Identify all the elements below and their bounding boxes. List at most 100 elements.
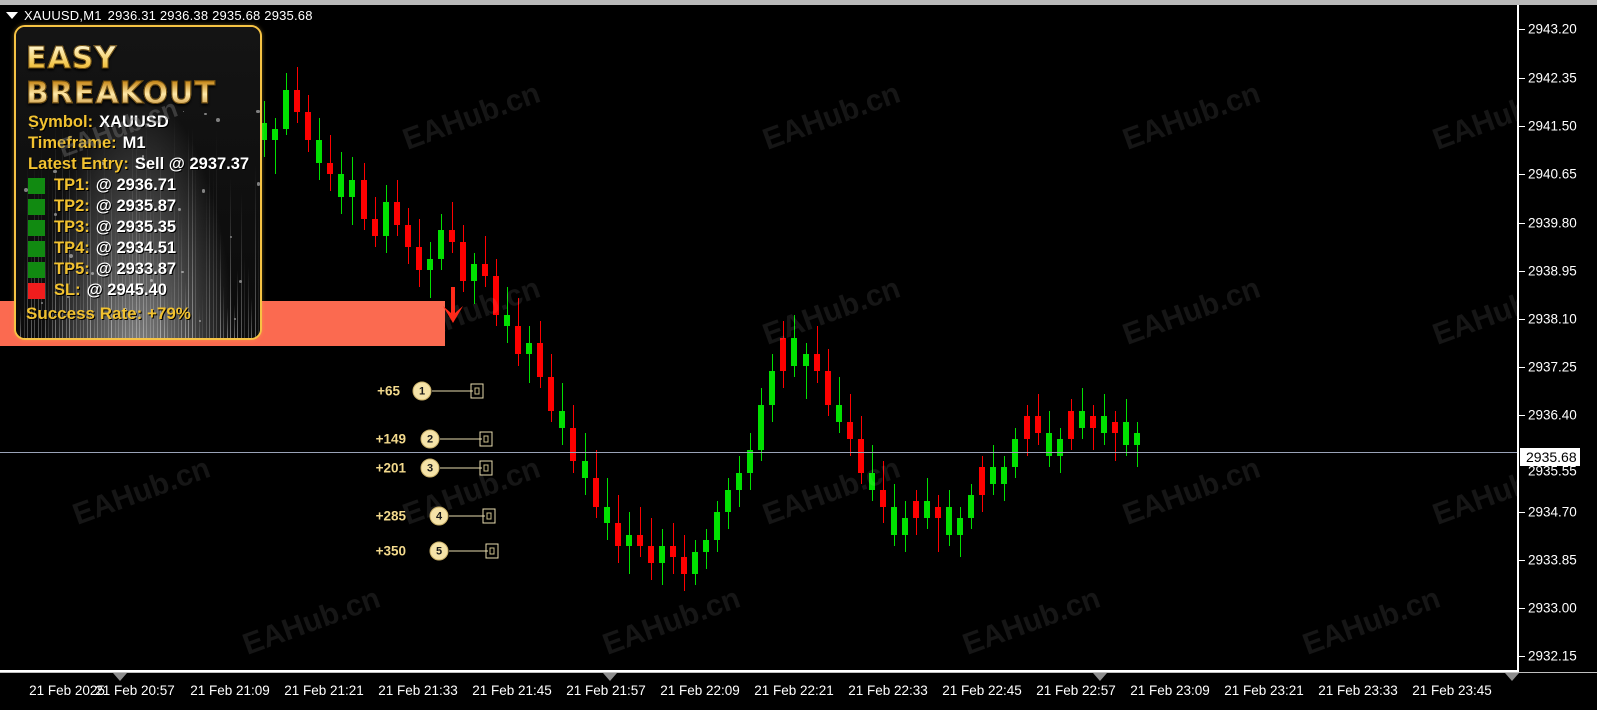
panel-dot: [141, 155, 144, 158]
panel-level-row: TP1: @ 2936.71: [28, 176, 260, 195]
panel-level-row: TP5: @ 2933.87: [28, 260, 260, 279]
panel-bar: [27, 158, 28, 338]
panel-bar: [174, 103, 175, 338]
panel-bar: [237, 269, 238, 338]
candle-body: [669, 546, 676, 558]
price-tick-mark: [1519, 367, 1525, 368]
candle-body: [261, 123, 268, 141]
panel-bar: [251, 297, 252, 338]
watermark: EAHub.cn: [958, 581, 1105, 662]
time-tick-label: 21 Feb 21:57: [566, 683, 646, 698]
easy-breakout-info-panel: EAHub.cn EASY BREAKOUT Symbol: XAUUSD Time…: [14, 25, 262, 340]
panel-bar: [205, 181, 207, 338]
candle-body: [1056, 438, 1063, 456]
panel-info-rows: Symbol: XAUUSD Timeframe: M1 Latest Entry: Se…: [16, 113, 260, 174]
candle-body: [890, 506, 897, 535]
candle-body: [482, 264, 489, 276]
triangle-down-icon[interactable]: [6, 12, 18, 19]
panel-bar: [202, 292, 203, 338]
panel-bar: [160, 145, 161, 338]
candle-body: [603, 506, 610, 524]
panel-level-label: TP2:: [54, 197, 90, 215]
panel-bar: [195, 151, 196, 338]
panel-level-value: @ 2933.87: [95, 260, 177, 278]
watermark: EAHub.cn: [398, 76, 545, 157]
candle-wick: [507, 286, 509, 344]
candle-body: [592, 478, 599, 507]
time-tick-label: 21 Feb 22:33: [848, 683, 928, 698]
take-profit-target-box: [479, 431, 493, 447]
take-profit-target-box: [485, 543, 499, 559]
candle-wick: [1092, 405, 1094, 451]
candle-body: [625, 534, 632, 546]
time-tick-label: 21 Feb 21:09: [190, 683, 270, 698]
panel-bar: [104, 121, 105, 338]
panel-bar: [58, 282, 60, 338]
panel-dot: [104, 184, 109, 189]
candle-body: [1122, 422, 1129, 445]
price-tick-mark: [1519, 78, 1525, 79]
take-profit-points-label: +65: [377, 383, 400, 399]
panel-level-value: @ 2935.35: [95, 218, 177, 236]
panel-level-label: TP1:: [54, 176, 90, 194]
panel-level-value: @ 2936.71: [95, 176, 177, 194]
time-scale-axis[interactable]: 21 Feb 2025 21 Feb 20:57 21 Feb 21:09 21 Fe…: [0, 672, 1597, 710]
panel-bar: [128, 182, 130, 338]
price-tick-label: 2943.20: [1528, 21, 1577, 37]
price-tick-mark: [1519, 656, 1525, 657]
candle-body: [548, 376, 555, 411]
take-profit-number-badge[interactable]: 3: [420, 458, 440, 478]
take-profit-number-badge[interactable]: 2: [420, 429, 440, 449]
candle-body: [1111, 422, 1118, 434]
take-profit-number-badge[interactable]: 1: [412, 381, 432, 401]
take-profit-number-badge[interactable]: 5: [429, 541, 449, 561]
panel-level-value: @ 2945.40: [86, 281, 167, 299]
panel-dot: [216, 118, 220, 123]
candle-body: [349, 179, 356, 197]
candle-body: [636, 534, 643, 546]
panel-dot: [30, 125, 35, 130]
candle-body: [382, 202, 389, 237]
candle-wick: [805, 343, 807, 400]
candle-body: [1001, 467, 1008, 485]
candle-body: [647, 546, 654, 563]
price-tick-label: 2934.70: [1528, 504, 1577, 520]
time-tick-mark: [113, 673, 127, 681]
take-profit-connector-line: [440, 467, 482, 469]
candle-body: [1067, 410, 1074, 439]
price-tick-label: 2937.25: [1528, 359, 1577, 375]
panel-bar: [216, 127, 217, 338]
price-tick-mark: [1519, 271, 1525, 272]
watermark: EAHub.cn: [238, 581, 385, 662]
take-profit-points-label: +285: [375, 508, 406, 524]
panel-info-row: Latest Entry: Sell @ 2937.37: [28, 155, 260, 174]
candle-body: [780, 337, 787, 372]
panel-dot: [101, 162, 104, 165]
watermark: EAHub.cn: [598, 581, 745, 662]
price-tick-label: 2933.85: [1528, 552, 1577, 568]
panel-bar: [132, 122, 133, 338]
candle-wick: [275, 117, 277, 175]
panel-bar: [184, 279, 186, 338]
panel-bar: [135, 131, 137, 338]
candle-body: [1034, 416, 1041, 434]
price-scale-axis[interactable]: 2943.20 2942.35 2941.50 2940.65 2939.80 2938.…: [1519, 5, 1597, 672]
panel-bar: [198, 305, 200, 338]
panel-bar: [111, 171, 112, 338]
price-tick-label: 2938.10: [1528, 311, 1577, 327]
time-tick-mark: [603, 673, 617, 681]
candle-body: [614, 523, 621, 546]
candle-body: [879, 489, 886, 507]
panel-level-row: SL: @ 2945.40: [28, 281, 260, 300]
panel-bar: [177, 178, 179, 338]
panel-bar: [258, 205, 259, 338]
panel-dot: [181, 270, 184, 274]
take-profit-swatch: [28, 219, 45, 236]
candle-body: [692, 551, 698, 575]
panel-bar: [55, 118, 56, 338]
take-profit-points-label: +350: [375, 543, 406, 559]
panel-bar: [20, 308, 21, 338]
price-tick-mark: [1519, 29, 1525, 30]
panel-level-label: TP5:: [54, 260, 90, 278]
take-profit-number-badge[interactable]: 4: [429, 506, 449, 526]
